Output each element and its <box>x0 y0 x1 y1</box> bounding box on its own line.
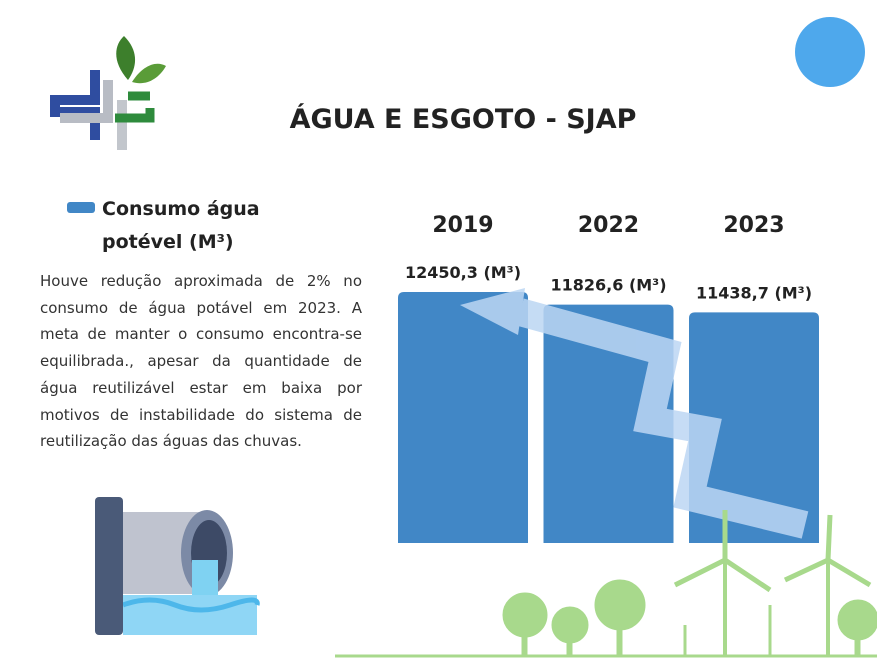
value-label: 11438,7 (M³) <box>696 283 812 302</box>
x-tick-label: 2023 <box>723 213 784 238</box>
legend-swatch <box>67 202 95 213</box>
infographic: 2019 12450,3 (M³) 2022 11826,6 (M³) 2023 1143… <box>0 0 877 661</box>
legend-entry: Consumo água potével (M³) <box>102 193 302 259</box>
x-tick-label: 2022 <box>578 213 639 238</box>
chart-title: ÁGUA E ESGOTO - SJAP <box>180 104 746 135</box>
x-tick-label: 2019 <box>432 213 493 238</box>
pipe-illustration <box>95 497 257 635</box>
annotation: Houve redução aproximada de 2% no consum… <box>40 268 362 455</box>
value-label: 11826,6 (M³) <box>551 276 667 295</box>
value-label: 12450,3 (M³) <box>405 263 521 282</box>
decor-circle <box>795 17 865 87</box>
logo <box>55 36 166 150</box>
